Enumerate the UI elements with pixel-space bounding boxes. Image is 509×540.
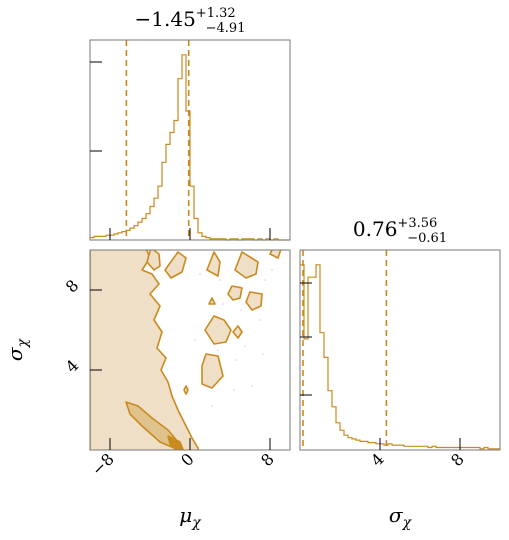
scatter-point	[194, 339, 196, 341]
sigma-y-axis-label: σχ	[3, 337, 31, 361]
mu-marginal-title: −1.45+1.32 −4.91	[135, 6, 246, 36]
contour-island	[164, 251, 187, 279]
contour-island	[206, 251, 221, 277]
scatter-point	[251, 385, 253, 387]
sigma-marginal-title: 0.76+3.56 −0.61	[353, 216, 447, 246]
mu-x-axis-label: μχ	[179, 503, 202, 531]
scatter-point	[271, 269, 273, 271]
x-tick-label: 4	[367, 449, 388, 470]
contour-island	[146, 250, 161, 271]
contour-inner	[167, 435, 185, 450]
contour-island	[227, 285, 243, 301]
title-minus: −0.61	[407, 231, 447, 246]
title-plus: +1.32	[196, 6, 236, 21]
scatter-point	[199, 273, 201, 275]
x-tick-label: 8	[447, 449, 468, 470]
contour-island	[269, 250, 282, 259]
sigma-x-axis-label: σχ	[389, 503, 413, 531]
scatter-point	[264, 279, 266, 281]
scatter-point	[211, 405, 213, 407]
x-tick-label: 8	[257, 449, 278, 470]
x-tick-label: 0	[177, 449, 198, 470]
scatter-point	[222, 303, 224, 305]
contour-island	[201, 353, 224, 389]
contour-island	[183, 385, 189, 395]
mu-marginal-panel	[89, 39, 291, 241]
y-tick-label: 8	[62, 276, 83, 297]
histogram-step-line	[90, 54, 290, 241]
scatter-point	[244, 345, 246, 347]
scatter-point	[235, 359, 237, 361]
sigma-marginal-frame	[299, 249, 501, 451]
title-median: 0.76	[353, 217, 398, 241]
scatter-point	[259, 319, 261, 321]
joint-contour-panel: −8 0 8 4 8	[62, 249, 291, 480]
scatter-point	[217, 349, 219, 351]
title-minus: −4.91	[206, 21, 246, 36]
contour-island	[234, 251, 259, 279]
y-tick-label: 4	[62, 356, 83, 377]
scatter-point	[240, 309, 242, 311]
contour-island	[208, 297, 216, 305]
scatter-point	[219, 279, 221, 281]
contour-island	[232, 325, 243, 339]
title-plus: +3.56	[397, 216, 437, 231]
title-median: −1.45	[135, 7, 196, 31]
contour-island	[245, 291, 263, 311]
histogram-step-line	[300, 264, 500, 450]
scatter-point	[262, 353, 264, 355]
contour-group	[90, 250, 282, 450]
scatter-point	[233, 389, 235, 391]
contour-outer	[90, 250, 200, 450]
scatter-point	[239, 285, 241, 287]
contour-island	[204, 315, 232, 345]
x-tick-label: −8	[88, 449, 118, 479]
